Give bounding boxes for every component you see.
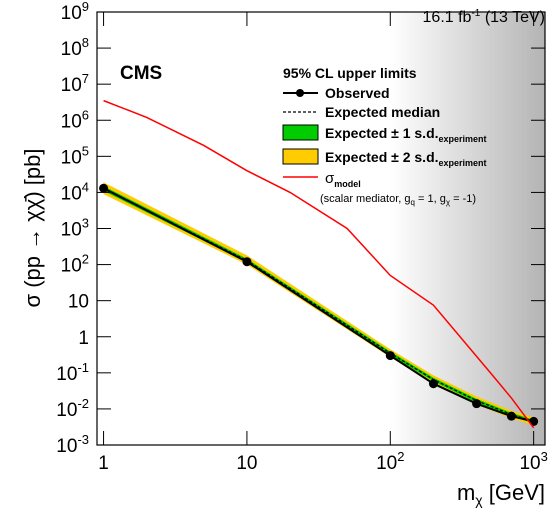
lumi-label: 16.1 fb-1 (13 TeV) (423, 8, 545, 26)
observed-point (242, 257, 252, 267)
tick-label: 109 (61, 0, 89, 24)
tick-label: 107 (61, 71, 89, 96)
legend-label: Expected ± 1 s.d.experiment (325, 125, 487, 144)
legend-note: (scalar mediator, gq = 1, gχ = -1) (320, 193, 476, 207)
tick-label: 10 (68, 292, 89, 313)
y-axis-label: σ (pp → χχ̄) [pb] (20, 149, 45, 308)
tick-label-exponent: 6 (82, 107, 89, 122)
observed-point (385, 351, 395, 361)
tick-label: 102 (61, 252, 89, 277)
tick-label-exponent: 5 (82, 143, 89, 158)
legend-swatch (296, 89, 304, 97)
tick-label-exponent: 2 (397, 449, 404, 464)
legend-label: Observed (325, 85, 390, 101)
tick-label: 106 (61, 107, 89, 132)
tick-label: 10-1 (56, 360, 89, 385)
tick-label: 104 (61, 179, 89, 204)
tick-label: 105 (61, 143, 89, 168)
tick-label-base: 10 (61, 39, 82, 60)
tick-label-base: 10 (56, 364, 77, 385)
observed-point (428, 379, 438, 389)
tick-label-exponent: -2 (77, 396, 89, 411)
tick-label: 10-3 (56, 432, 89, 457)
tick-label: 1 (98, 453, 109, 474)
tick-label-base: 10 (61, 220, 82, 241)
tick-label-exponent: 4 (82, 179, 89, 194)
tick-label-exponent: 9 (82, 0, 89, 14)
tick-label-exponent: -1 (77, 360, 89, 375)
experiment-label: CMS (120, 63, 162, 84)
tick-label-base: 10 (519, 453, 540, 474)
legend-label: Expected median (325, 104, 440, 120)
tick-label-base: 10 (61, 75, 82, 96)
observed-point (472, 399, 482, 409)
tick-label: 103 (61, 216, 89, 241)
tick-label-base: 10 (61, 3, 82, 24)
tick-label-base: 10 (61, 183, 82, 204)
tick-label: 10-2 (56, 396, 89, 421)
legend-swatch (282, 148, 319, 165)
tick-label-exponent: -3 (77, 432, 89, 447)
tick-label-exponent: 2 (82, 252, 89, 267)
tick-label: 108 (61, 35, 89, 60)
tick-label-base: 10 (61, 256, 82, 277)
legend-label: Expected ± 2 s.d.experiment (325, 149, 487, 168)
line (103, 99, 535, 429)
tick-label: 103 (519, 449, 547, 474)
x-axis-label: mχ [GeV] (457, 480, 545, 508)
tick-label: 10 (236, 453, 257, 474)
tick-label-base: 10 (56, 400, 77, 421)
legend-title: 95% CL upper limits (283, 65, 417, 81)
legend-swatch (282, 124, 319, 141)
tick-label-exponent: 8 (82, 35, 89, 50)
observed-point (506, 411, 516, 421)
tick-label-exponent: 3 (541, 449, 548, 464)
tick-label-base: 10 (56, 436, 77, 457)
legend-label: σmodel (325, 170, 361, 189)
tick-label: 102 (376, 449, 404, 474)
observed-point (99, 183, 109, 193)
tick-label: 1 (78, 328, 89, 349)
tick-label-exponent: 3 (82, 216, 89, 231)
tick-label-base: 10 (61, 147, 82, 168)
tick-label-base: 10 (61, 111, 82, 132)
tick-label-exponent: 7 (82, 71, 89, 86)
tick-label-base: 10 (376, 453, 397, 474)
